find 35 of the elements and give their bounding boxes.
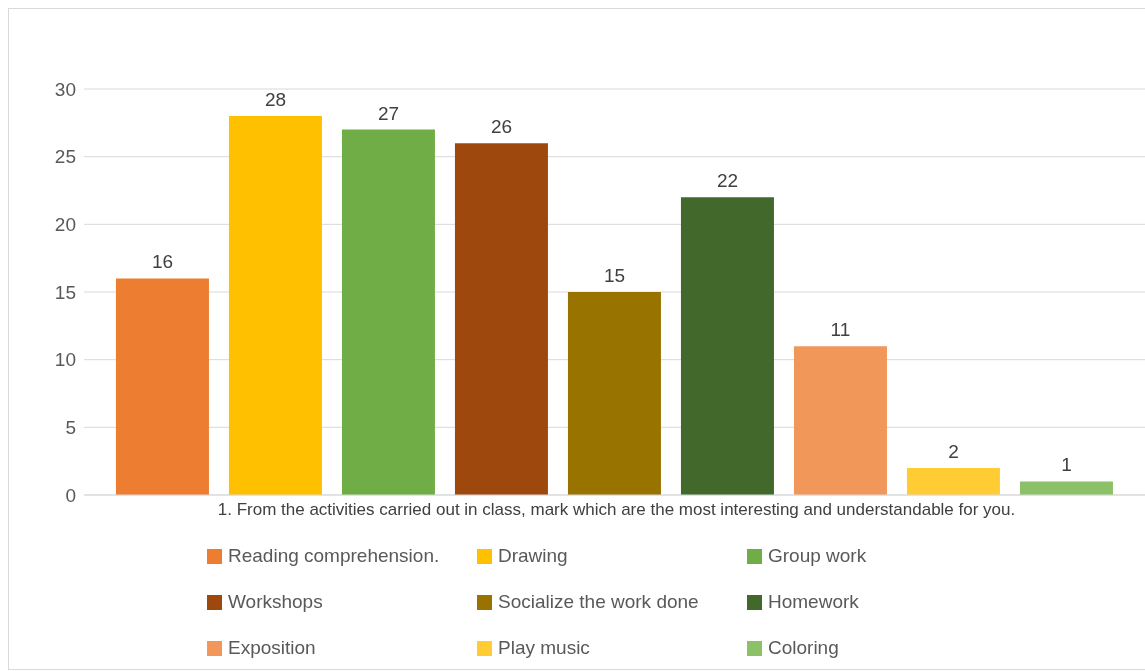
- legend-label: Drawing: [498, 545, 568, 567]
- y-tick-label: 0: [65, 484, 76, 506]
- data-label: 27: [377, 102, 400, 124]
- data-label: 26: [490, 116, 513, 138]
- data-label: 28: [264, 89, 287, 111]
- data-label: 2: [948, 440, 959, 462]
- legend-label: Coloring: [768, 637, 839, 659]
- legend-label: Exposition: [228, 637, 316, 659]
- data-label: 15: [603, 265, 626, 286]
- legend-label: Group work: [768, 545, 867, 567]
- data-label: 11: [830, 319, 851, 341]
- y-tick-label: 10: [54, 349, 76, 371]
- bar: [680, 197, 774, 495]
- bar: [1019, 481, 1113, 495]
- bar: [906, 467, 1000, 495]
- y-tick-label: 25: [54, 146, 76, 168]
- bar: [228, 116, 322, 495]
- legend-label: Reading comprehension.: [228, 545, 440, 567]
- bar: [454, 143, 548, 495]
- bar: [793, 346, 887, 495]
- y-tick-label: 15: [54, 281, 76, 303]
- y-tick-label: 20: [54, 214, 76, 236]
- data-label: 22: [716, 170, 739, 192]
- bar: [115, 278, 209, 495]
- x-tick-label: 1. From the activities carried out in class, mark which are the most interesting and understandable for you.: [217, 500, 1016, 520]
- legend-label: Play music: [498, 637, 590, 659]
- bar: [341, 129, 435, 495]
- data-label: 16: [151, 251, 174, 273]
- bar: [567, 292, 661, 495]
- legend-label: Socialize the work done: [498, 591, 699, 613]
- y-tick-label: 30: [54, 78, 76, 100]
- legend-label: Homework: [768, 591, 859, 613]
- data-label: 1: [1061, 454, 1072, 476]
- legend-label: Workshops: [228, 591, 323, 613]
- y-tick-label: 5: [65, 417, 76, 439]
